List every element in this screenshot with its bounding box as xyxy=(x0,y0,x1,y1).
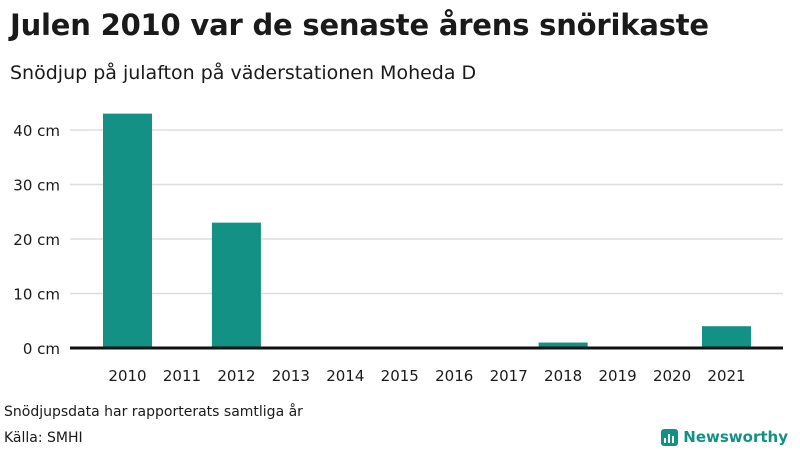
x-tick-label: 2017 xyxy=(490,367,528,385)
y-tick-label: 0 cm xyxy=(23,340,60,358)
chart-subtitle: Snödjup på julafton på väderstationen Mo… xyxy=(10,62,477,84)
bar xyxy=(538,342,588,348)
footnote: Snödjupsdata har rapporterats samtliga å… xyxy=(4,404,303,420)
x-tick-label: 2013 xyxy=(272,367,310,385)
x-tick-label: 2010 xyxy=(108,367,146,385)
bar-chart: 0 cm 10 cm 20 cm 30 cm 40 cm 2010 2011 2012 2013… xyxy=(13,113,783,385)
x-tick-label: 2016 xyxy=(435,367,473,385)
brand-logo: Newsworthy xyxy=(661,428,788,446)
bar xyxy=(211,222,261,348)
bar-chart-icon xyxy=(661,428,679,446)
x-tick-label: 2014 xyxy=(326,367,364,385)
chart-title: Julen 2010 var de senaste årens snörikas… xyxy=(10,8,709,42)
x-tick-label: 2021 xyxy=(707,367,745,385)
x-tick-label: 2012 xyxy=(217,367,255,385)
y-tick-label: 40 cm xyxy=(13,122,60,140)
x-tick-label: 2015 xyxy=(381,367,419,385)
x-tick-label: 2018 xyxy=(544,367,582,385)
x-tick-label: 2019 xyxy=(598,367,636,385)
y-tick-label: 20 cm xyxy=(13,231,60,249)
source-credit: Källa: SMHI xyxy=(4,430,83,446)
y-tick-label: 30 cm xyxy=(13,177,60,195)
y-tick-label: 10 cm xyxy=(13,286,60,304)
bar xyxy=(103,113,152,349)
brand-name: Newsworthy xyxy=(683,428,788,446)
x-tick-label: 2020 xyxy=(653,367,691,385)
x-tick-label: 2011 xyxy=(163,367,201,385)
bar xyxy=(702,326,751,348)
